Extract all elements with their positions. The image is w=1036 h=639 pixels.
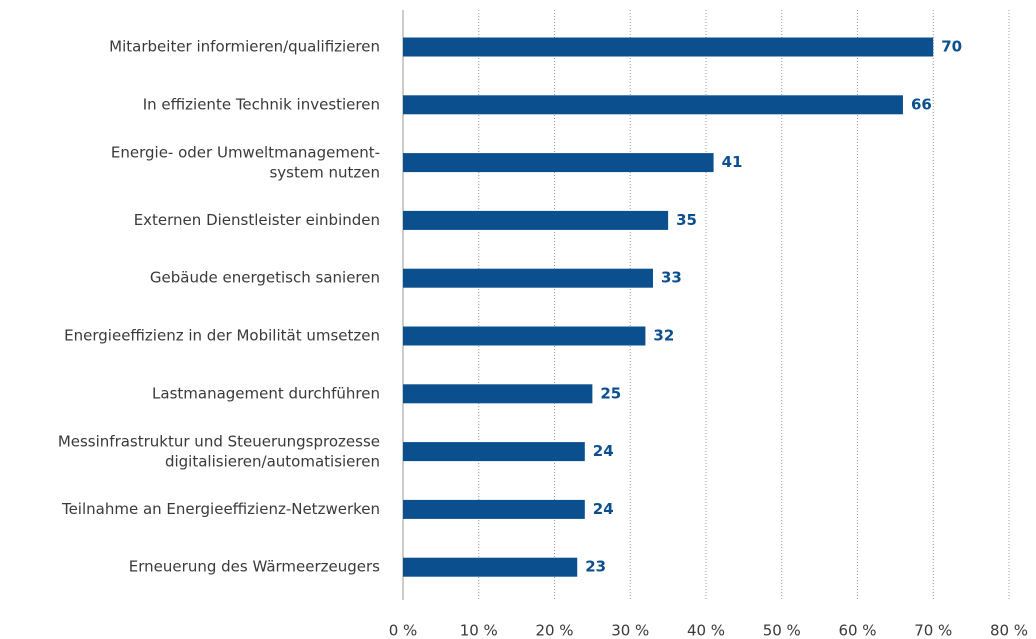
data-label: 24 — [593, 500, 614, 518]
data-label: 25 — [600, 384, 621, 402]
y-tick-label: Gebäude energetisch sanieren — [150, 269, 380, 287]
bar — [403, 95, 903, 115]
bar — [403, 384, 593, 404]
bar — [403, 557, 578, 577]
x-tick-label: 40 % — [687, 622, 725, 639]
data-label: 32 — [653, 327, 674, 345]
bar — [403, 499, 585, 519]
bar — [403, 268, 653, 288]
x-tick-label: 80 % — [990, 622, 1028, 639]
y-tick-label: Erneuerung des Wärmeerzeugers — [129, 558, 380, 576]
y-tick-label: Energie- oder Umweltmanagement-system nu… — [111, 143, 380, 181]
data-label: 35 — [676, 211, 697, 229]
y-tick-label: In effiziente Technik investieren — [143, 95, 380, 113]
x-tick-label: 60 % — [838, 622, 876, 639]
x-tick-label: 50 % — [763, 622, 801, 639]
bar — [403, 37, 934, 57]
data-label: 24 — [593, 442, 614, 460]
x-tick-label: 70 % — [914, 622, 952, 639]
bar — [403, 326, 646, 346]
y-tick-label: Messinfrastruktur und Steuerungsprozesse… — [58, 432, 380, 470]
data-label: 41 — [722, 153, 743, 171]
y-tick-label: Externen Dienstleister einbinden — [134, 211, 380, 229]
bar — [403, 210, 669, 230]
y-tick-label: Lastmanagement durchführen — [152, 384, 380, 402]
x-tick-label: 20 % — [535, 622, 573, 639]
x-tick-label: 0 % — [389, 622, 418, 639]
x-tick-label: 10 % — [460, 622, 498, 639]
y-tick-label: Teilnahme an Energieeffizienz-Netzwerken — [61, 500, 380, 518]
data-label: 66 — [911, 95, 932, 113]
y-tick-label: Mitarbeiter informieren/qualifizieren — [109, 38, 380, 56]
y-tick-label: Energieeffizienz in der Mobilität umsetz… — [64, 327, 380, 345]
bar — [403, 442, 585, 462]
x-tick-label: 30 % — [611, 622, 649, 639]
data-label: 70 — [941, 38, 962, 56]
data-label: 33 — [661, 269, 682, 287]
bar — [403, 153, 714, 173]
data-label: 23 — [585, 558, 606, 576]
